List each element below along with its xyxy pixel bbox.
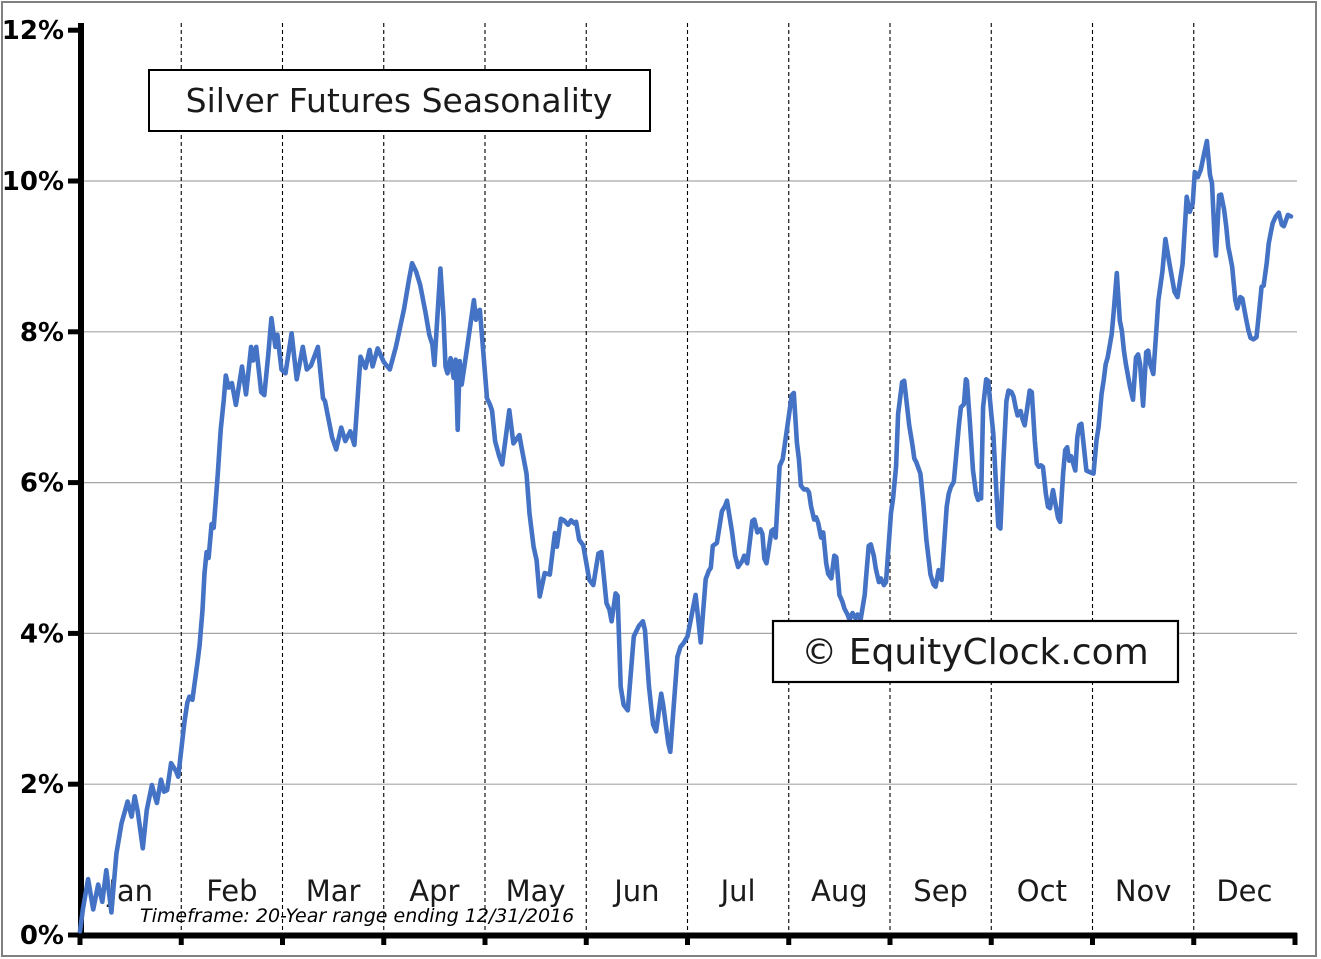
x-tick-6 [685,933,690,945]
y-label-8: 8% [20,318,64,348]
month-label-dec: Dec [1216,874,1272,908]
seasonality-line [77,138,1294,934]
chart-title-border [148,69,651,132]
month-label-nov: Nov [1115,874,1172,908]
x-tick-12 [1292,933,1298,945]
y-label-12: 12% [2,16,64,46]
y-label-6: 6% [20,469,64,499]
month-labels: Jan Feb Mar Apr May Jun Jul Aug Sep Oct Nov Dec [106,874,1272,908]
x-tick-4 [482,933,488,945]
x-tick-8 [887,933,893,945]
x-tick-3 [381,933,387,945]
watermark-text: © EquityClock.com [801,632,1148,673]
month-label-jul: Jul [719,874,756,908]
month-label-feb: Feb [206,874,257,908]
y-label-2: 2% [20,770,64,800]
y-axis-ticks [68,27,80,938]
month-label-mar: Mar [306,874,361,908]
x-tick-7 [786,933,792,945]
x-axis-ticks [77,933,1298,945]
y-tick-0pct [68,932,80,938]
month-label-aug: Aug [811,874,868,908]
month-label-jun: Jun [612,874,659,908]
y-label-4: 4% [20,619,64,649]
x-tick-9 [988,933,994,945]
x-tick-1 [178,933,184,945]
watermark-box: © EquityClock.com [771,619,1180,684]
y-axis-line [78,23,84,938]
month-label-sep: Sep [913,874,968,908]
y-tick-12pct [68,27,80,33]
y-tick-4pct [68,630,80,636]
chart-title-box: Silver Futures Seasonality [148,69,651,132]
y-tick-8pct [68,329,80,335]
chart-title: Silver Futures Seasonality [186,81,613,120]
y-tick-6pct [68,480,80,486]
x-tick-10 [1090,933,1095,945]
x-tick-11 [1191,933,1197,945]
horizontal-gridlines [80,180,1297,785]
x-tick-0 [77,933,83,945]
y-tick-10pct [68,178,80,184]
watermark-border [771,619,1180,684]
timeframe-footnote: Timeframe: 20-Year range ending 12/31/20… [140,905,574,927]
x-tick-2 [280,933,285,945]
month-label-oct: Oct [1017,874,1067,908]
y-label-0: 0% [20,921,64,951]
y-axis-labels: 0% 2% 4% 6% 8% 10% 12% [2,16,64,951]
y-tick-2pct [68,781,80,787]
x-tick-5 [583,933,589,945]
month-label-apr: Apr [409,874,459,908]
y-label-10: 10% [2,167,64,197]
month-boundary-gridlines [180,23,1195,932]
month-label-may: May [506,874,566,908]
